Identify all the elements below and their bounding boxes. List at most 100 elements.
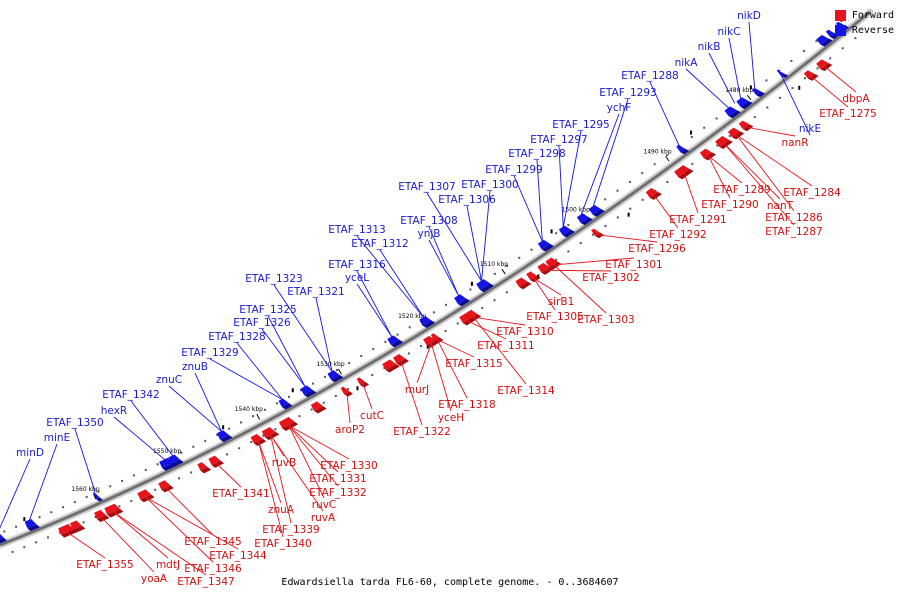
forward-gene-label[interactable]: ETAF_1347 [177,576,234,588]
reverse-gene-label[interactable]: minD [16,447,44,459]
forward-gene [250,433,267,447]
forward-gene-label[interactable]: ETAF_1318 [438,399,495,411]
forward-gene-label[interactable]: ETAF_1332 [309,487,366,499]
forward-gene-label[interactable]: yoaA [141,573,168,585]
reverse-gene-label[interactable]: ETAF_1306 [438,194,496,206]
reverse-gene-label[interactable]: znuB [182,361,208,373]
reverse-gene-label[interactable]: ETAF_1300 [461,179,518,191]
reverse-gene-label[interactable]: ETAF_1342 [102,389,159,401]
axis-dot [665,154,668,157]
reverse-gene-label[interactable]: ETAF_1298 [508,148,565,160]
forward-gene-label[interactable]: ETAF_1355 [76,559,133,571]
forward-gene-label[interactable]: ETAF_1291 [669,214,726,226]
forward-gene-label[interactable]: ruvC [312,499,337,511]
reverse-gene-label[interactable]: ETAF_1329 [181,347,238,359]
forward-gene-label[interactable]: ETAF_1302 [582,272,639,284]
forward-label-leader [416,343,432,384]
reverse-gene-label[interactable]: yceL [345,272,369,284]
reverse-gene-label[interactable]: ETAF_1299 [485,164,542,176]
axis-dot [324,375,327,378]
gene-labels: nikD nikC nikB nikA nikE ETAF_1288 ETAF_1293yc… [16,10,877,588]
reverse-gene-label[interactable]: ETAF_1308 [400,215,457,227]
forward-gene-label[interactable]: ETAF_1290 [701,199,758,211]
reverse-gene-label[interactable]: ETAF_1307 [398,181,455,193]
forward-gene-label[interactable]: ETAF_1311 [477,340,534,352]
reverse-gene-label[interactable]: ETAF_1312 [351,238,408,250]
reverse-gene-label[interactable]: ETAF_1297 [530,134,587,146]
forward-gene-label[interactable]: yceH [438,412,464,424]
forward-gene-label[interactable]: ETAF_1305 [526,311,583,323]
forward-gene-label[interactable]: ETAF_1287 [765,226,822,238]
forward-gene-label[interactable]: ruvB [272,457,296,469]
genome-axis-line [0,10,871,547]
reverse-gene-label[interactable]: nikC [718,26,741,38]
forward-gene-label[interactable]: aroP2 [335,424,365,436]
forward-gene-label[interactable]: ETAF_1314 [497,385,555,397]
forward-gene-label[interactable]: ETAF_1292 [649,229,706,241]
forward-gene-label[interactable]: ETAF_1315 [445,358,502,370]
forward-gene-label[interactable]: nanR [781,137,808,149]
forward-gene [423,335,440,348]
axis-dot [62,506,65,509]
axis-dot [251,415,254,418]
reverse-gene-label[interactable]: ETAF_1313 [328,224,385,236]
reverse-gene-label[interactable]: minE [44,432,70,444]
axis-dot [766,106,769,109]
reverse-gene-label[interactable]: ETAF_1350 [46,417,103,429]
reverse-gene-label[interactable]: hexR [101,405,127,417]
forward-gene-label[interactable]: ETAF_1331 [309,473,366,485]
reverse-label-leader [261,328,306,388]
forward-gene-label[interactable]: ETAF_1330 [320,460,377,472]
reverse-gene-label[interactable]: znuC [156,374,182,386]
forward-gene-label[interactable]: murJ [405,384,429,396]
forward-gene-label[interactable]: dbpA [842,93,870,105]
axis-dot [407,352,410,355]
forward-gene-label[interactable]: ETAF_1346 [184,563,242,575]
forward-gene-label[interactable]: ETAF_1284 [783,187,841,199]
axis-dot [144,468,147,471]
forward-gene-label[interactable]: ETAF_1341 [212,488,269,500]
forward-gene-label[interactable]: ETAF_1310 [496,326,553,338]
reverse-gene-label[interactable]: nikD [737,10,761,22]
forward-gene-label[interactable]: ETAF_1344 [209,550,267,562]
reverse-gene-label[interactable]: ETAF_1326 [233,317,291,329]
reverse-gene-label[interactable]: ETAF_1325 [239,304,296,316]
reverse-gene-label[interactable]: nikB [698,41,721,53]
forward-gene-label[interactable]: znuA [268,504,295,516]
reverse-gene-label[interactable]: nikA [675,57,699,69]
axis-dot [815,40,818,43]
reverse-gene-label[interactable]: ETAF_1295 [552,119,609,131]
forward-gene-label[interactable]: mdtJ [156,559,180,571]
forward-gene [261,427,280,441]
reverse-label-leader [428,226,460,296]
forward-gene-label[interactable]: ETAF_1339 [262,524,319,536]
forward-gene-label[interactable]: ETAF_1289 [713,184,770,196]
forward-gene-label[interactable]: ruvA [311,512,336,524]
axis-dot [35,541,38,544]
reverse-gene-label[interactable]: nikE [799,123,821,135]
forward-gene-label[interactable]: ETAF_1301 [605,259,662,271]
forward-gene-label[interactable]: ETAF_1340 [254,538,311,550]
forward-label-leader [473,316,526,326]
reverse-gene-label[interactable]: ETAF_1323 [245,273,302,285]
forward-gene-label[interactable]: ETAF_1322 [393,426,450,438]
forward-gene-label[interactable]: ETAF_1345 [184,536,241,548]
forward-gene-label[interactable]: nanT [767,200,794,212]
forward-gene-label[interactable]: sirB1 [548,296,575,308]
forward-label-leader [473,316,527,385]
forward-gene-label[interactable]: ETAF_1303 [577,314,634,326]
feature-mark [627,212,630,217]
reverse-gene-label[interactable]: ETAF_1321 [287,286,344,298]
forward-gene-label[interactable]: ETAF_1286 [765,212,823,224]
forward-label-leader [67,532,106,559]
reverse-gene-label[interactable]: ynjB [418,228,441,240]
reverse-gene-label[interactable]: ETAF_1288 [621,70,678,82]
forward-gene-label[interactable]: ETAF_1296 [628,243,686,255]
forward-gene-label[interactable]: ETAF_1275 [819,108,876,120]
reverse-gene-label[interactable]: ETAF_1316 [328,259,386,271]
reverse-gene [93,492,104,502]
reverse-gene-label[interactable]: ychF [607,102,632,114]
reverse-gene-label[interactable]: ETAF_1328 [208,331,265,343]
forward-gene-label[interactable]: cutC [360,410,384,422]
reverse-gene-label[interactable]: ETAF_1293 [599,87,656,99]
